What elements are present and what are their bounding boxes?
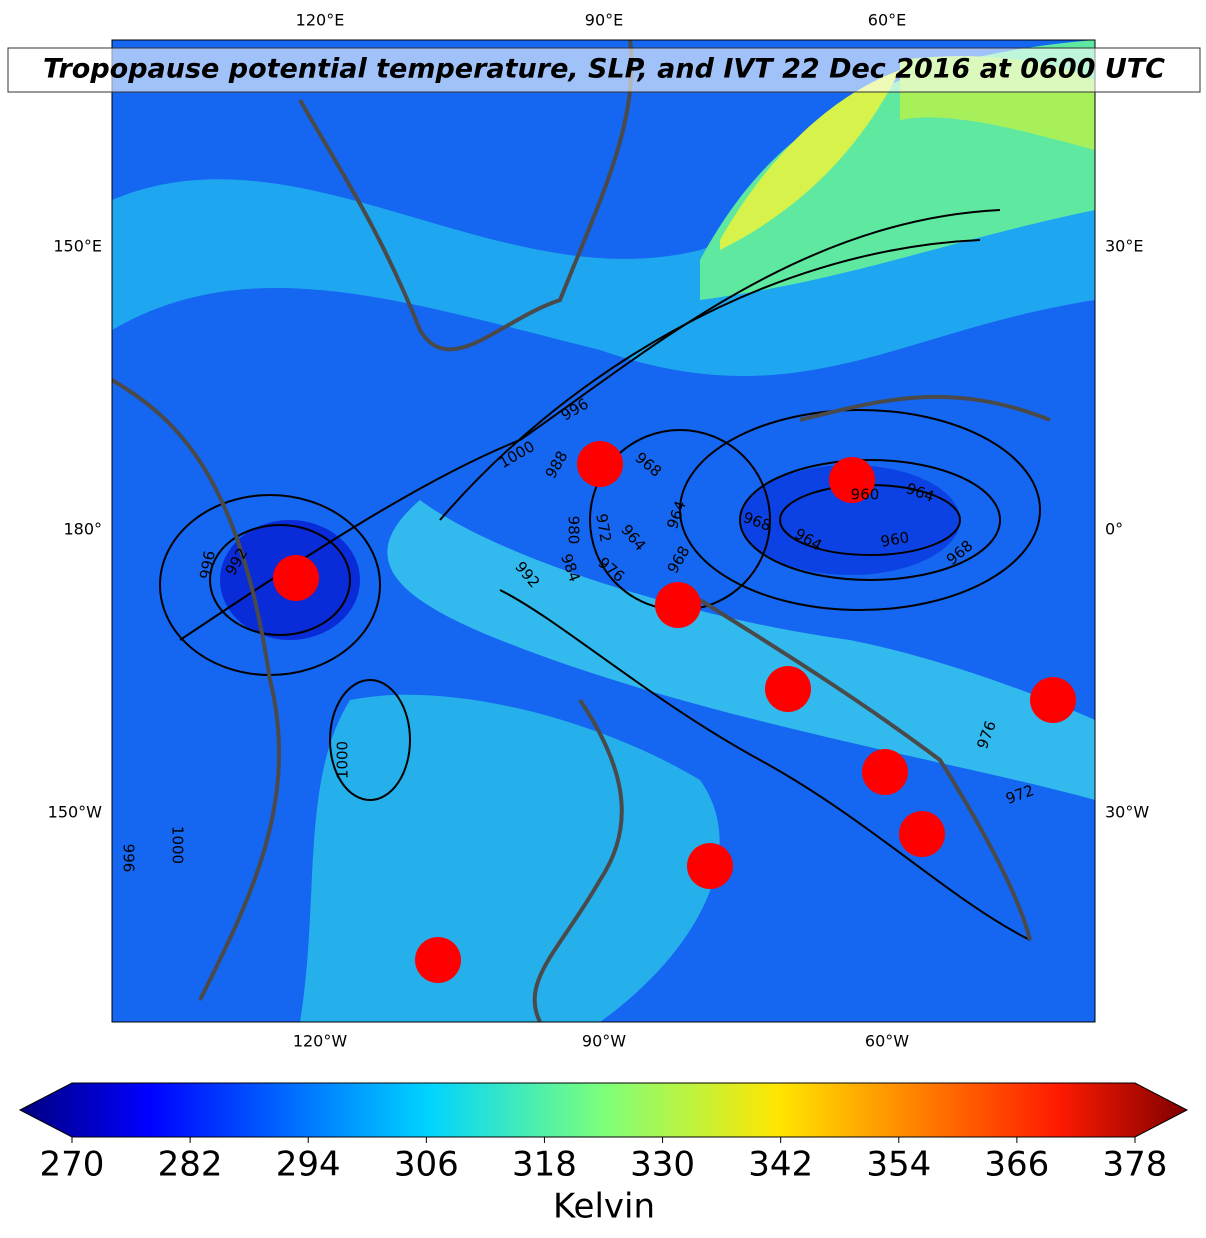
colorbar-tick-label: 354 bbox=[866, 1145, 931, 1185]
contour-label: 996 bbox=[120, 844, 138, 873]
colorbar-tick-label: 306 bbox=[394, 1145, 459, 1185]
colorbar-tick-label: 366 bbox=[984, 1145, 1049, 1185]
lat-label: 150°E bbox=[53, 237, 102, 256]
contour-label: 980 bbox=[565, 516, 583, 545]
lon-label: 120°W bbox=[293, 1032, 348, 1051]
lon-label: 60°W bbox=[865, 1032, 909, 1051]
title: Tropopause potential temperature, SLP, a… bbox=[43, 54, 1165, 85]
lat-label: 150°W bbox=[48, 803, 103, 822]
colorbar-tick-label: 342 bbox=[748, 1145, 813, 1185]
lon-label: 90°W bbox=[582, 1032, 626, 1051]
colorbar-tick-label: 330 bbox=[630, 1145, 695, 1185]
contour-label: 960 bbox=[851, 486, 880, 504]
colorbar-tick-label: 282 bbox=[158, 1145, 223, 1185]
contour-label: 960 bbox=[879, 528, 910, 551]
title-box bbox=[7, 47, 1201, 93]
colorbar-tick-label: 294 bbox=[276, 1145, 341, 1185]
contour-label: 972 bbox=[592, 512, 615, 543]
lon-label: 90°E bbox=[585, 11, 623, 30]
lon-label: 120°E bbox=[296, 11, 345, 30]
lat-label: 30°E bbox=[1105, 237, 1143, 256]
colorbar-tick-label: 378 bbox=[1103, 1145, 1168, 1185]
contour-label: 1000 bbox=[169, 826, 187, 864]
lat-label: 180° bbox=[63, 520, 102, 539]
lat-label: 30°W bbox=[1105, 803, 1149, 822]
contour-label: 1000 bbox=[334, 741, 352, 779]
colorbar bbox=[18, 1082, 1189, 1138]
map-field bbox=[112, 40, 1095, 1022]
colorbar-tick-label: 270 bbox=[40, 1145, 105, 1185]
contour-label: 996 bbox=[196, 549, 219, 580]
lon-label: 60°E bbox=[868, 11, 906, 30]
lat-label: 0° bbox=[1105, 520, 1123, 539]
colorbar-tick-label: 318 bbox=[512, 1145, 577, 1185]
map-frame bbox=[111, 39, 1096, 1023]
colorbar-label: Kelvin bbox=[553, 1187, 655, 1227]
